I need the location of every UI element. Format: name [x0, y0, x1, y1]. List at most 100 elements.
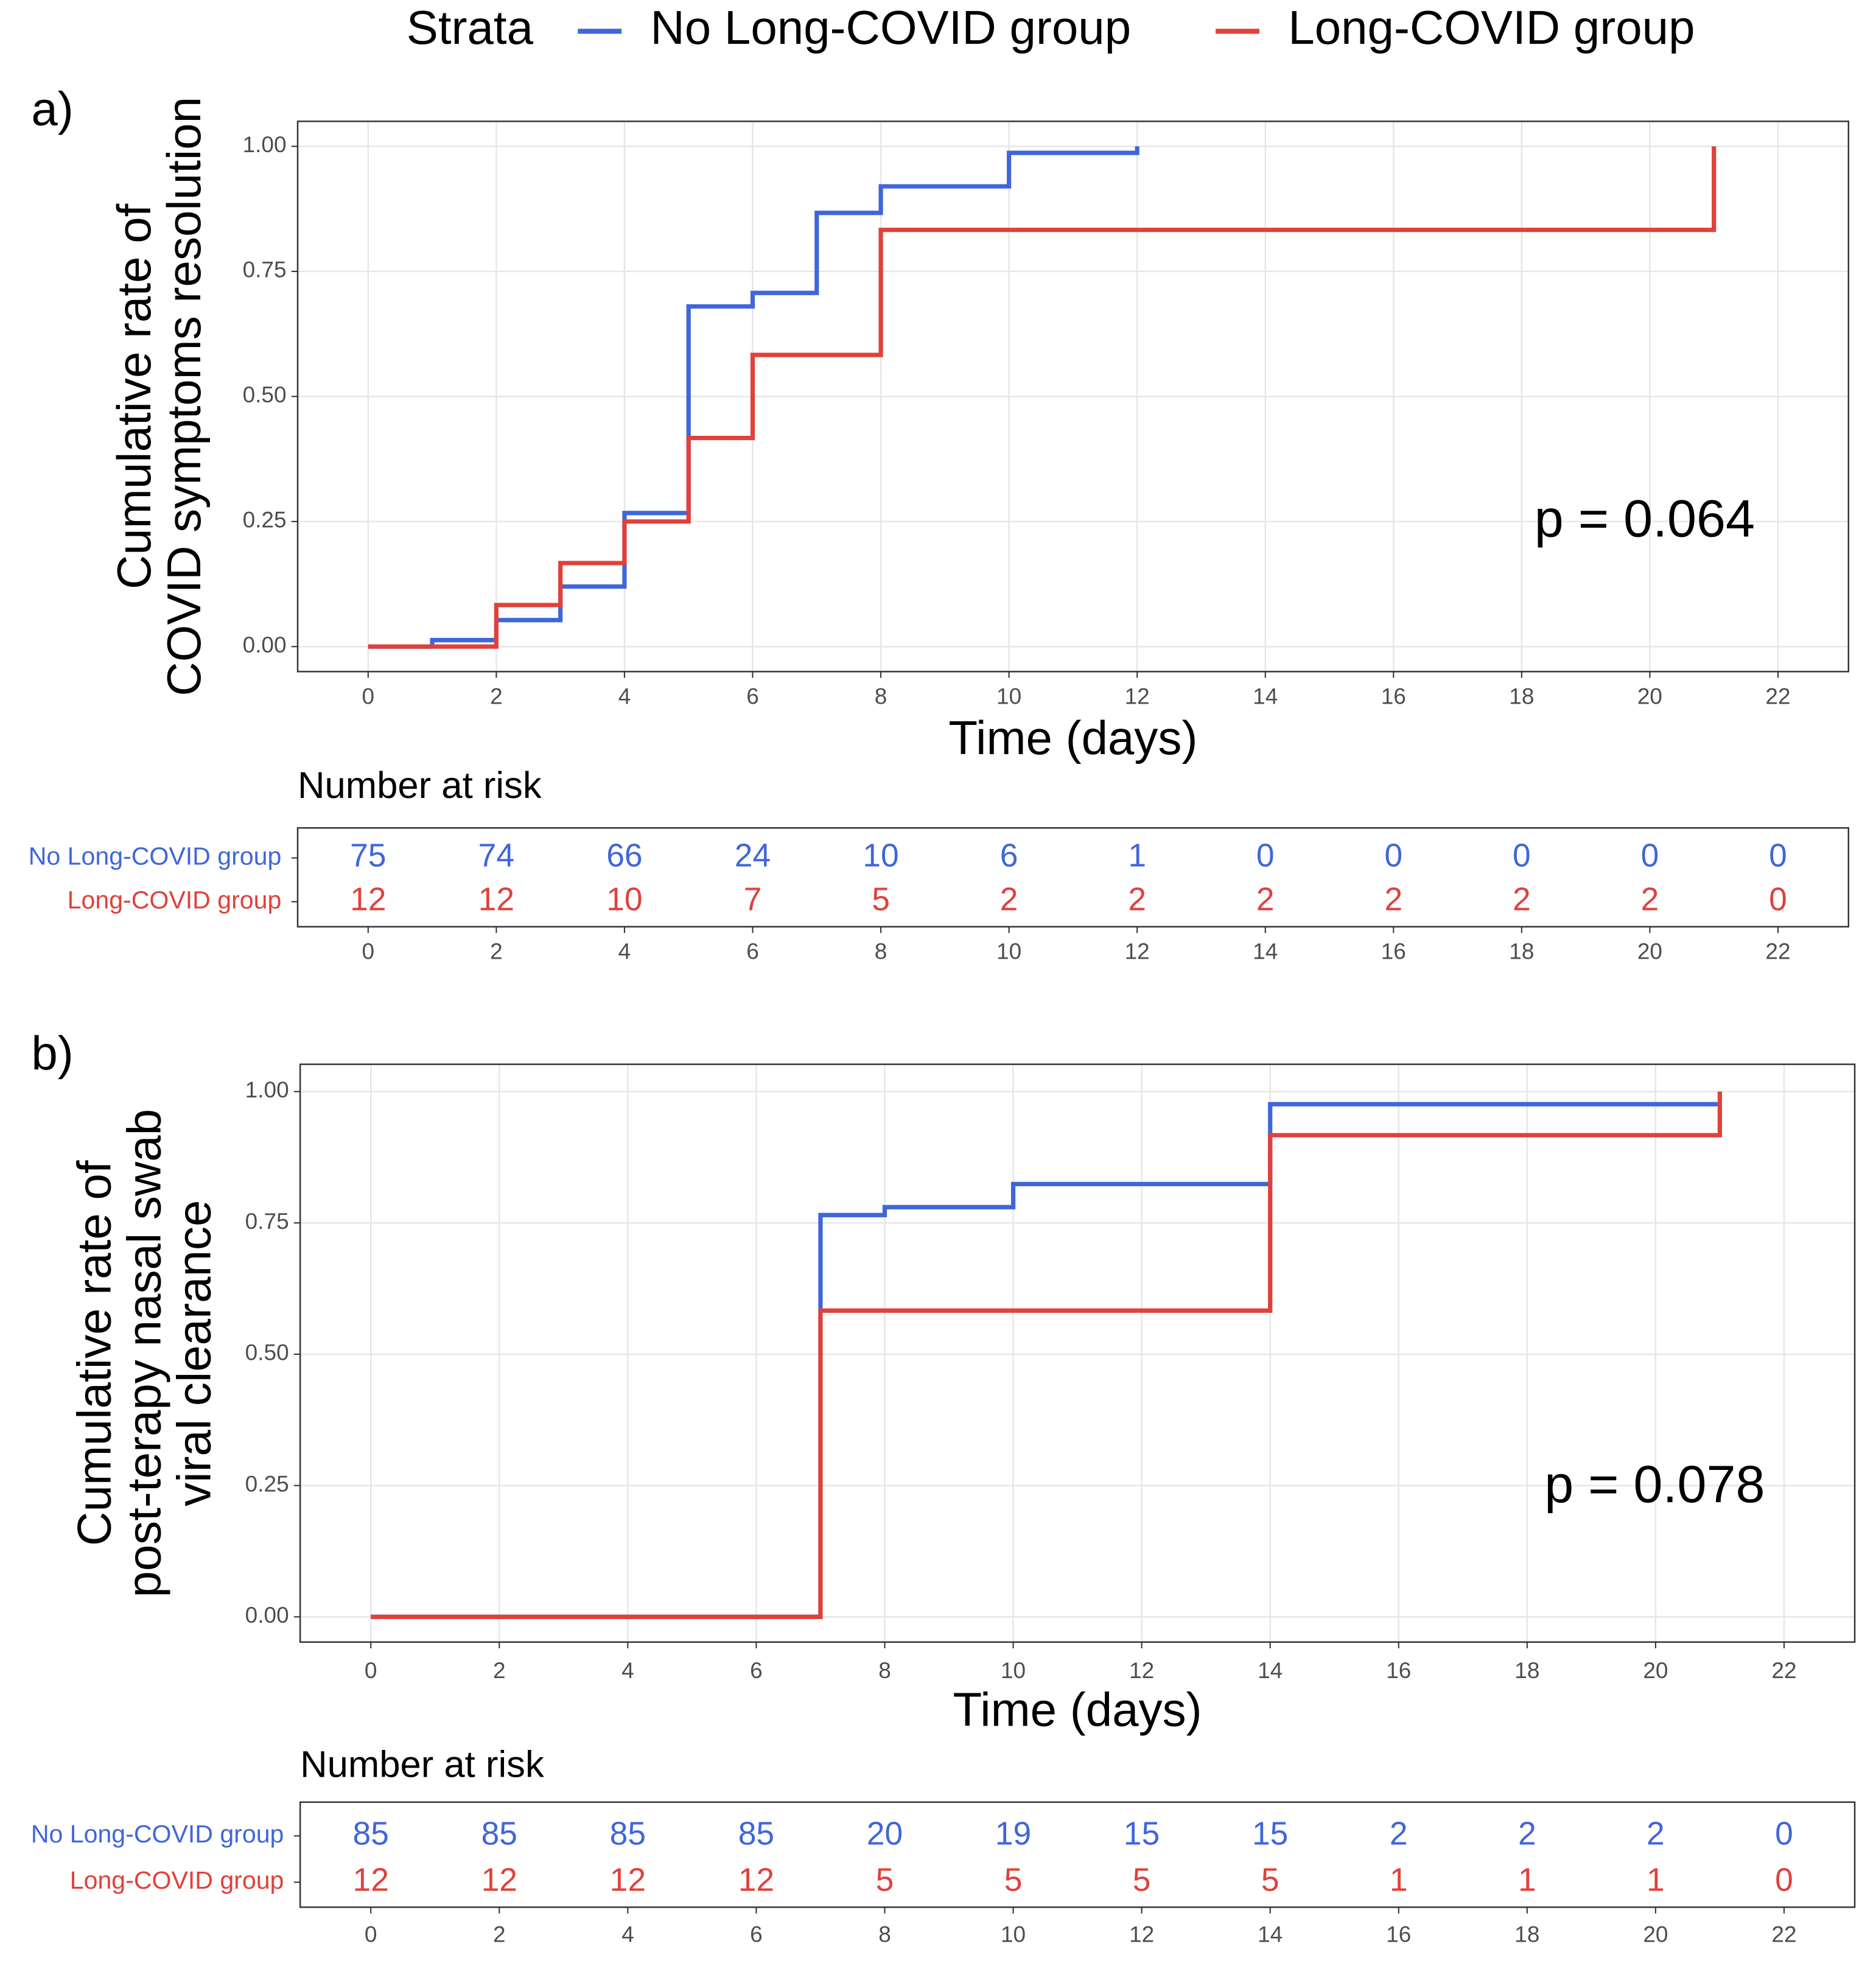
x-tick-label: 4 [621, 1658, 634, 1683]
step-line [371, 1091, 1723, 1619]
plot-area [300, 1064, 1855, 1642]
x-tick-label: 6 [746, 684, 759, 708]
risk-count: 12 [478, 882, 514, 918]
risk-x-tick-label: 4 [621, 1922, 634, 1947]
x-tick-label: 2 [493, 1658, 506, 1683]
risk-x-tick-label: 6 [750, 1922, 763, 1947]
y-tick-label: 1.00 [243, 132, 287, 157]
x-tick-label: 10 [1001, 1658, 1026, 1683]
risk-count: 2 [1256, 882, 1275, 918]
risk-count: 85 [610, 1816, 646, 1852]
risk-count: 1 [1128, 838, 1146, 874]
x-tick-label: 2 [490, 684, 503, 708]
risk-count: 10 [606, 882, 642, 918]
risk-count: 5 [876, 1862, 894, 1898]
y-tick-label: 1.00 [245, 1077, 289, 1102]
risk-table-title: Number at risk [298, 764, 542, 806]
y-axis-title: Cumulative rate ofCOVID symptoms resolut… [107, 97, 211, 696]
risk-count: 0 [1641, 838, 1659, 874]
x-tick-label: 12 [1125, 684, 1150, 708]
y-axis-title: Cumulative rate ofpost-terapy nasal swab… [67, 1109, 220, 1598]
risk-x-tick-label: 18 [1509, 939, 1534, 964]
x-tick-label: 18 [1514, 1658, 1539, 1683]
panel-label: a) [31, 82, 73, 136]
risk-count: 85 [353, 1816, 389, 1852]
risk-x-tick-label: 20 [1637, 939, 1662, 964]
risk-count: 1 [1390, 1862, 1408, 1898]
risk-count: 0 [1775, 1862, 1793, 1898]
risk-x-tick-label: 6 [746, 939, 759, 964]
panel-label: b) [31, 1026, 73, 1080]
risk-count: 5 [1004, 1862, 1023, 1898]
risk-x-tick-label: 8 [875, 939, 887, 964]
risk-count: 15 [1252, 1816, 1288, 1852]
x-tick-label: 14 [1258, 1658, 1283, 1683]
risk-x-tick-label: 10 [996, 939, 1021, 964]
risk-count: 12 [481, 1862, 517, 1898]
risk-count: 1 [1647, 1862, 1665, 1898]
risk-x-tick-label: 16 [1381, 939, 1406, 964]
risk-count: 12 [738, 1862, 774, 1898]
risk-x-tick-label: 12 [1129, 1922, 1154, 1947]
risk-count: 12 [350, 882, 386, 918]
x-tick-label: 16 [1381, 684, 1406, 708]
legend-label: No Long-COVID group [650, 1, 1131, 54]
risk-count: 2 [1384, 882, 1402, 918]
risk-x-tick-label: 0 [362, 939, 375, 964]
risk-count: 0 [1256, 838, 1275, 874]
risk-x-tick-label: 8 [878, 1922, 891, 1947]
risk-count: 0 [1769, 838, 1787, 874]
x-tick-label: 20 [1643, 1658, 1668, 1683]
risk-count: 1 [1518, 1862, 1536, 1898]
risk-x-tick-label: 0 [365, 1922, 377, 1947]
y-tick-label: 0.75 [245, 1209, 289, 1234]
risk-x-tick-label: 4 [618, 939, 631, 964]
risk-count: 2 [1128, 882, 1146, 918]
risk-count: 0 [1513, 838, 1531, 874]
x-tick-label: 20 [1637, 684, 1662, 708]
x-tick-label: 10 [996, 684, 1021, 708]
x-tick-label: 22 [1765, 684, 1790, 708]
risk-row-label: Long-COVID group [68, 886, 282, 914]
risk-count: 2 [1647, 1816, 1665, 1852]
risk-row-label: No Long-COVID group [31, 1820, 284, 1848]
risk-count: 19 [995, 1816, 1031, 1852]
risk-count: 12 [610, 1862, 646, 1898]
y-tick-label: 0.00 [245, 1603, 289, 1628]
risk-x-tick-label: 2 [490, 939, 503, 964]
y-tick-label: 0.75 [243, 257, 287, 282]
risk-count: 66 [606, 838, 642, 874]
x-tick-label: 16 [1386, 1658, 1411, 1683]
x-axis-title: Time (days) [953, 1683, 1202, 1737]
plot-border [296, 121, 1850, 673]
risk-count: 2 [1000, 882, 1018, 918]
risk-count: 15 [1124, 1816, 1160, 1852]
x-tick-label: 22 [1771, 1658, 1796, 1683]
risk-table-border [299, 1801, 1856, 1908]
y-axis-title-line: post-terapy nasal swab [117, 1109, 170, 1598]
risk-count: 7 [744, 882, 762, 918]
risk-count: 5 [1133, 1862, 1151, 1898]
risk-count: 2 [1513, 882, 1531, 918]
risk-count: 0 [1769, 882, 1787, 918]
risk-count: 20 [867, 1816, 903, 1852]
risk-table-border [296, 827, 1850, 928]
x-tick-label: 14 [1253, 684, 1278, 708]
risk-count: 0 [1775, 1816, 1793, 1852]
risk-x-tick-label: 12 [1125, 939, 1150, 964]
risk-x-tick-label: 22 [1771, 1922, 1796, 1947]
risk-count: 2 [1641, 882, 1659, 918]
p-value: p = 0.064 [1535, 490, 1755, 548]
risk-count: 5 [872, 882, 890, 918]
x-tick-label: 12 [1129, 1658, 1154, 1683]
step-line [368, 146, 1717, 649]
y-tick-label: 0.50 [245, 1340, 289, 1365]
y-tick-label: 0.25 [243, 508, 287, 533]
risk-x-tick-label: 18 [1514, 1922, 1539, 1947]
y-tick-label: 0.50 [243, 382, 287, 407]
x-tick-label: 0 [365, 1658, 377, 1683]
x-tick-label: 0 [362, 684, 375, 708]
risk-x-tick-label: 16 [1386, 1922, 1411, 1947]
x-tick-label: 8 [875, 684, 887, 708]
